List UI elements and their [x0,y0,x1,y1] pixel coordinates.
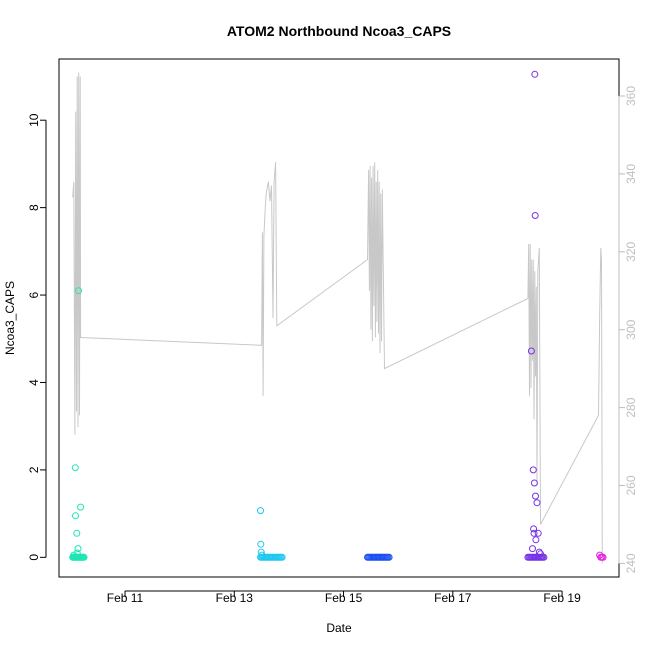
data-point [257,507,264,515]
point-group-1 [69,287,88,561]
data-point [72,512,79,520]
data-point [530,529,538,537]
x-axis-title: Date [326,621,352,635]
y2-tick-label: 320 [624,241,638,261]
data-point [531,212,539,219]
y2-tick-label: 240 [624,553,638,573]
y-axis-right: 240 260 280 300 320 340 360 [618,86,638,573]
y2-tick-label: 300 [624,319,638,339]
y2-tick-label: 280 [624,397,638,417]
data-point [75,287,82,295]
data-point [385,553,393,561]
point-group-4 [524,70,548,561]
data-point [77,503,85,511]
chart-title: ATOM2 Northbound Ncoa3_CAPS [227,23,451,39]
y-tick-label: 2 [27,466,41,473]
y2-tick-label: 340 [624,164,638,184]
data-point [532,492,539,500]
x-tick-label: Feb 15 [325,591,363,605]
points-layer [69,70,607,561]
y-tick-label: 8 [27,204,41,211]
data-point [531,70,539,78]
y-tick-label: 0 [27,554,41,561]
data-point [537,550,544,558]
x-axis: Feb 11 Feb 13 Feb 15 Feb 17 Feb 19 [107,590,581,605]
data-point [530,479,538,487]
data-point [529,545,536,553]
line-series-layer [72,72,603,564]
x-tick-label: Feb 11 [107,591,144,605]
point-group-5 [596,551,607,561]
point-group-2 [257,507,286,561]
data-point [535,548,543,556]
data-point [533,499,541,507]
data-point [599,553,607,561]
data-point [74,545,82,553]
y2-tick-label: 260 [624,475,638,495]
data-point [278,553,286,561]
y2-tick-label: 360 [624,86,638,106]
data-point [530,525,538,533]
data-point [71,464,79,472]
data-point [257,540,265,548]
y-tick-label: 10 [27,113,41,127]
point-group-3 [364,553,393,561]
y-tick-label: 6 [27,291,41,298]
x-tick-label: Feb 13 [216,591,254,605]
x-tick-label: Feb 17 [434,591,472,605]
data-point [534,529,542,537]
data-point [80,553,88,561]
data-point [529,466,537,474]
data-point [527,347,535,355]
y-axis-left: 0 2 4 6 8 10 [27,113,47,561]
secondary-series-line [72,72,603,564]
data-point [73,549,81,557]
data-point [532,536,540,544]
y-tick-label: 4 [27,379,41,386]
data-point [73,529,81,537]
x-tick-label: Feb 19 [543,591,581,605]
y-axis-title: Ncoa3_CAPS [3,281,17,355]
data-point [70,551,78,559]
